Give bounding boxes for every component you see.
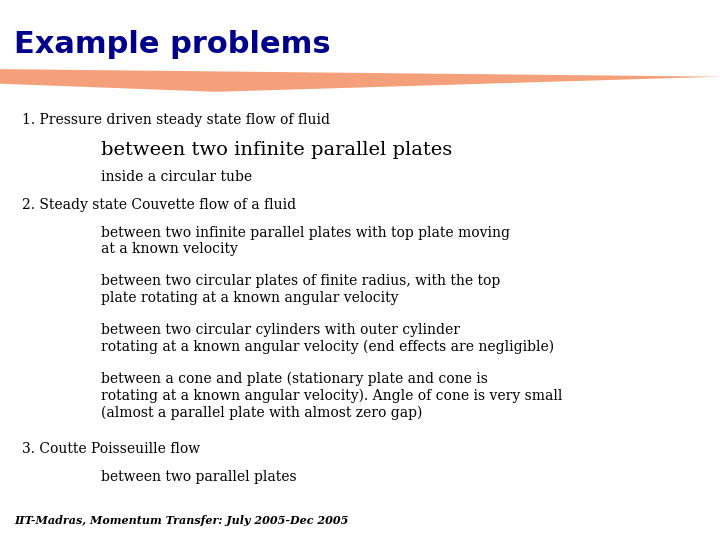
Text: between two infinite parallel plates: between two infinite parallel plates (101, 141, 452, 159)
Text: between two circular plates of finite radius, with the top
plate rotating at a k: between two circular plates of finite ra… (101, 274, 500, 305)
Text: inside a circular tube: inside a circular tube (101, 170, 252, 184)
Text: between two parallel plates: between two parallel plates (101, 470, 297, 484)
Text: between two circular cylinders with outer cylinder
rotating at a known angular v: between two circular cylinders with oute… (101, 323, 554, 354)
Text: between two infinite parallel plates with top plate moving
at a known velocity: between two infinite parallel plates wit… (101, 226, 510, 256)
Text: IIT-Madras, Momentum Transfer: July 2005-Dec 2005: IIT-Madras, Momentum Transfer: July 2005… (14, 516, 348, 526)
Text: 3. Coutte Poisseuille flow: 3. Coutte Poisseuille flow (22, 442, 199, 456)
Text: Example problems: Example problems (14, 30, 331, 59)
Polygon shape (0, 69, 720, 92)
Text: 1. Pressure driven steady state flow of fluid: 1. Pressure driven steady state flow of … (22, 113, 330, 127)
Text: 2. Steady state Couvette flow of a fluid: 2. Steady state Couvette flow of a fluid (22, 198, 296, 212)
Text: between a cone and plate (stationary plate and cone is
rotating at a known angul: between a cone and plate (stationary pla… (101, 372, 562, 420)
